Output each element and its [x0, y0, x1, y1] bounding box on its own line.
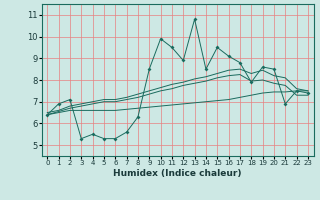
X-axis label: Humidex (Indice chaleur): Humidex (Indice chaleur): [113, 169, 242, 178]
